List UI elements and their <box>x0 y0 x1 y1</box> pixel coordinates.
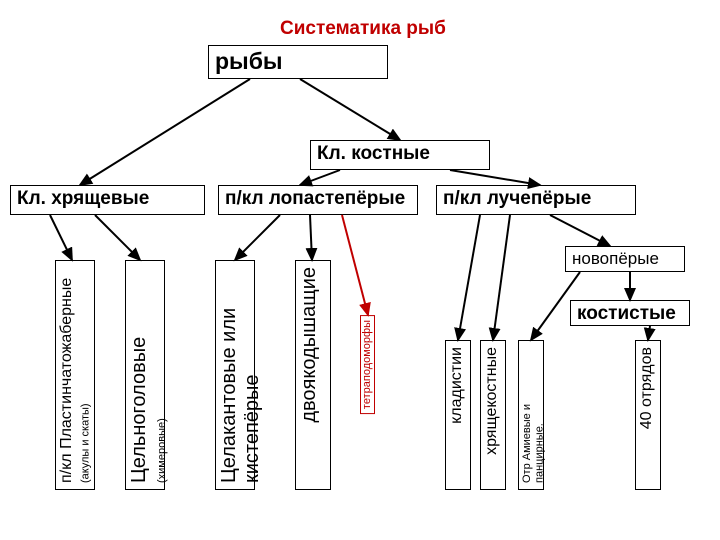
node-dip: двоякодышащие <box>295 260 331 490</box>
node-orders: 40 отрядов <box>635 340 661 490</box>
node-teleost: костистые <box>570 300 690 326</box>
node-amia: Отр Амиевые и панцирные. <box>518 340 544 490</box>
node-cart: Кл. хрящевые <box>10 185 205 215</box>
node-lobe: п/кл лопастепёрые <box>218 185 418 215</box>
node-ray: п/кл лучепёрые <box>436 185 636 215</box>
node-chim: Цельноголовые (химеровые) <box>125 260 165 490</box>
node-bony: Кл. костные <box>310 140 490 170</box>
diagram-title: Систематика рыб <box>280 18 446 40</box>
label-tetrapodomorphs: тетраподоморфы <box>360 315 375 414</box>
node-neo: новопёрые <box>565 246 685 272</box>
node-coel: Целакантовые или кистепёрые <box>215 260 255 490</box>
node-root: рыбы <box>208 45 388 79</box>
node-plast: п/кл Пластинчатожаберные (акулы и скаты) <box>55 260 95 490</box>
node-chondr: хрящекостные <box>480 340 506 490</box>
node-clad: кладистии <box>445 340 471 490</box>
